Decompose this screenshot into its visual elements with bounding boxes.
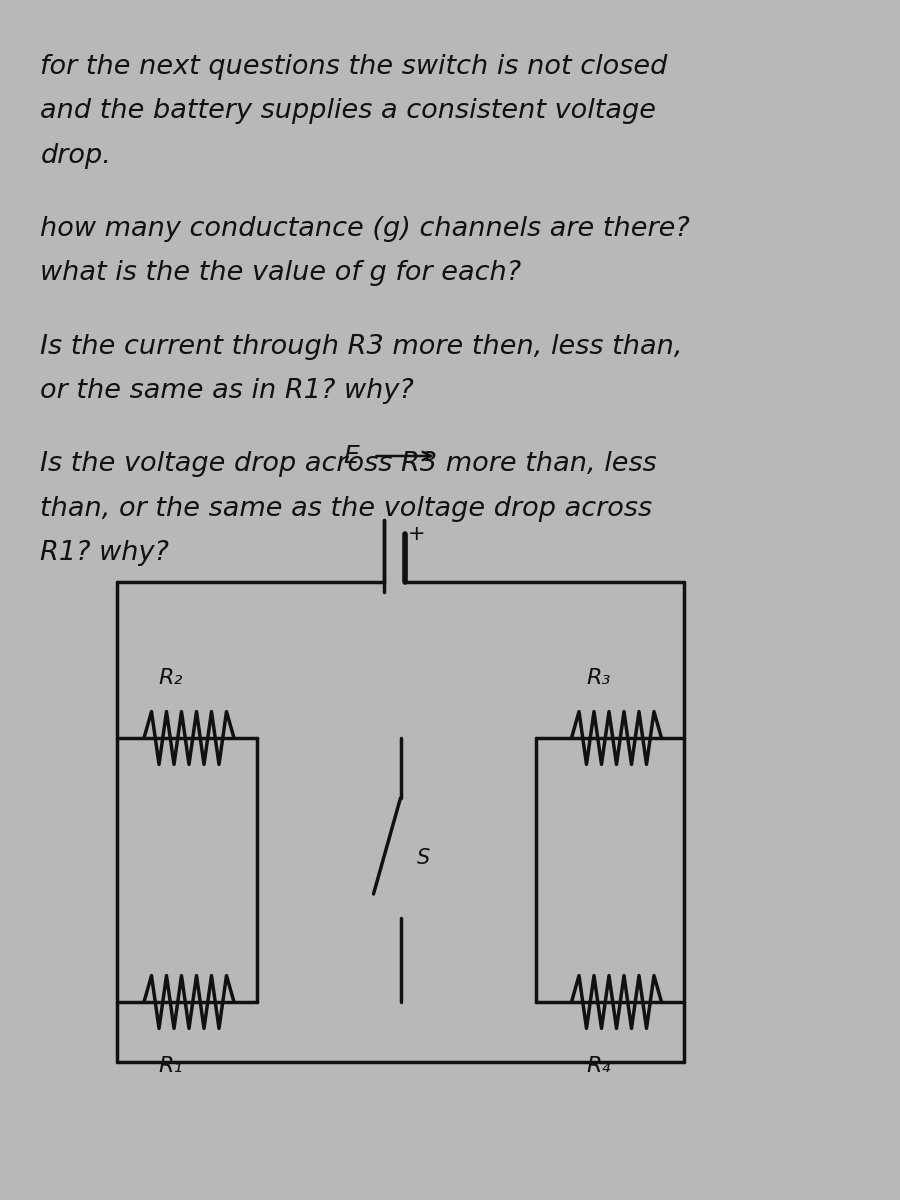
Text: S: S [417, 848, 430, 868]
Text: drop.: drop. [40, 143, 112, 169]
Text: R₄: R₄ [586, 1056, 611, 1076]
Text: or the same as in R1? why?: or the same as in R1? why? [40, 378, 414, 404]
Text: R₂: R₂ [158, 667, 184, 688]
Text: Is the current through R3 more then, less than,: Is the current through R3 more then, les… [40, 334, 683, 360]
Text: R1? why?: R1? why? [40, 540, 169, 566]
Text: Is the voltage drop across R3 more than, less: Is the voltage drop across R3 more than,… [40, 451, 657, 478]
Text: R₃: R₃ [586, 667, 611, 688]
Text: for the next questions the switch is not closed: for the next questions the switch is not… [40, 54, 668, 80]
Text: R₁: R₁ [158, 1056, 184, 1076]
Text: what is the the value of g for each?: what is the the value of g for each? [40, 260, 522, 287]
Text: E: E [343, 444, 359, 468]
Text: than, or the same as the voltage drop across: than, or the same as the voltage drop ac… [40, 496, 652, 522]
Text: +: + [408, 524, 426, 545]
Text: and the battery supplies a consistent voltage: and the battery supplies a consistent vo… [40, 98, 656, 125]
Text: how many conductance (g) channels are there?: how many conductance (g) channels are th… [40, 216, 690, 242]
